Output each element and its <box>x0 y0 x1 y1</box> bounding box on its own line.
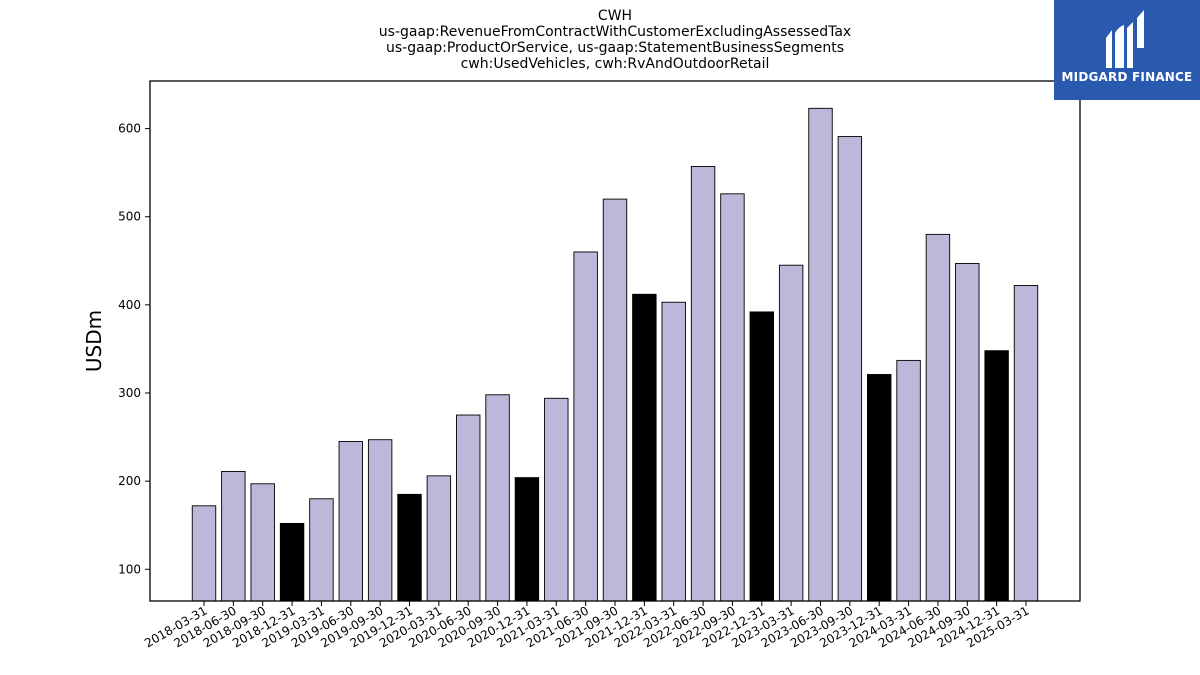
y-tick-label-500: 500 <box>118 210 141 224</box>
bar-2020-09-30 <box>485 394 510 602</box>
bar-2023-12-31 <box>867 374 892 602</box>
chart-title: CWH us-gaap:RevenueFromContractWithCusto… <box>215 8 1015 72</box>
title-line-2: us-gaap:RevenueFromContractWithCustomerE… <box>378 24 852 40</box>
brand-logo: MIDGARD FINANCE <box>1054 0 1200 100</box>
bar-2024-03-31 <box>896 359 921 602</box>
y-tick-label-600: 600 <box>118 122 141 136</box>
bar-2025-03-31 <box>1013 285 1039 602</box>
bar-2019-12-31 <box>397 493 422 602</box>
bar-2020-12-31 <box>514 477 540 602</box>
bar-2021-12-31 <box>632 293 657 602</box>
bar-2024-06-30 <box>925 233 951 602</box>
bar-2021-06-30 <box>573 251 598 602</box>
bar-2019-09-30 <box>367 439 393 602</box>
bar-2018-12-31 <box>279 522 305 602</box>
bar-2019-06-30 <box>338 441 363 602</box>
y-tick-label-300: 300 <box>118 386 141 400</box>
bar-2018-03-31 <box>191 505 217 602</box>
bar-2022-03-31 <box>661 301 686 602</box>
bar-2020-06-30 <box>456 414 481 602</box>
bar-2022-09-30 <box>720 193 745 602</box>
bar-2021-09-30 <box>602 198 628 602</box>
logo-text: MIDGARD FINANCE <box>1061 70 1193 84</box>
bar-2020-03-31 <box>426 475 452 602</box>
title-line-3: us-gaap:ProductOrService, us-gaap:Statem… <box>385 40 844 56</box>
bar-2023-06-30 <box>808 107 833 602</box>
bar-2023-03-31 <box>778 264 804 602</box>
bar-2018-06-30 <box>221 470 246 602</box>
title-line-1: CWH <box>597 8 633 24</box>
y-tick-label-100: 100 <box>118 562 141 576</box>
bar-2024-09-30 <box>955 262 980 602</box>
bar-2023-09-30 <box>837 136 863 602</box>
y-tick-label-200: 200 <box>118 474 141 488</box>
y-tick-label-400: 400 <box>118 298 141 312</box>
title-line-4: cwh:UsedVehicles, cwh:RvAndOutdoorRetail <box>460 56 770 72</box>
bar-2022-12-31 <box>749 311 774 602</box>
bar-2018-09-30 <box>250 483 275 602</box>
bar-2019-03-31 <box>309 498 334 602</box>
bar-2022-06-30 <box>690 166 716 602</box>
bar-2021-03-31 <box>544 397 569 602</box>
y-axis-label: USDm <box>82 310 106 372</box>
logo-mark-icon <box>1106 10 1144 68</box>
bar-2024-12-31 <box>984 350 1009 602</box>
